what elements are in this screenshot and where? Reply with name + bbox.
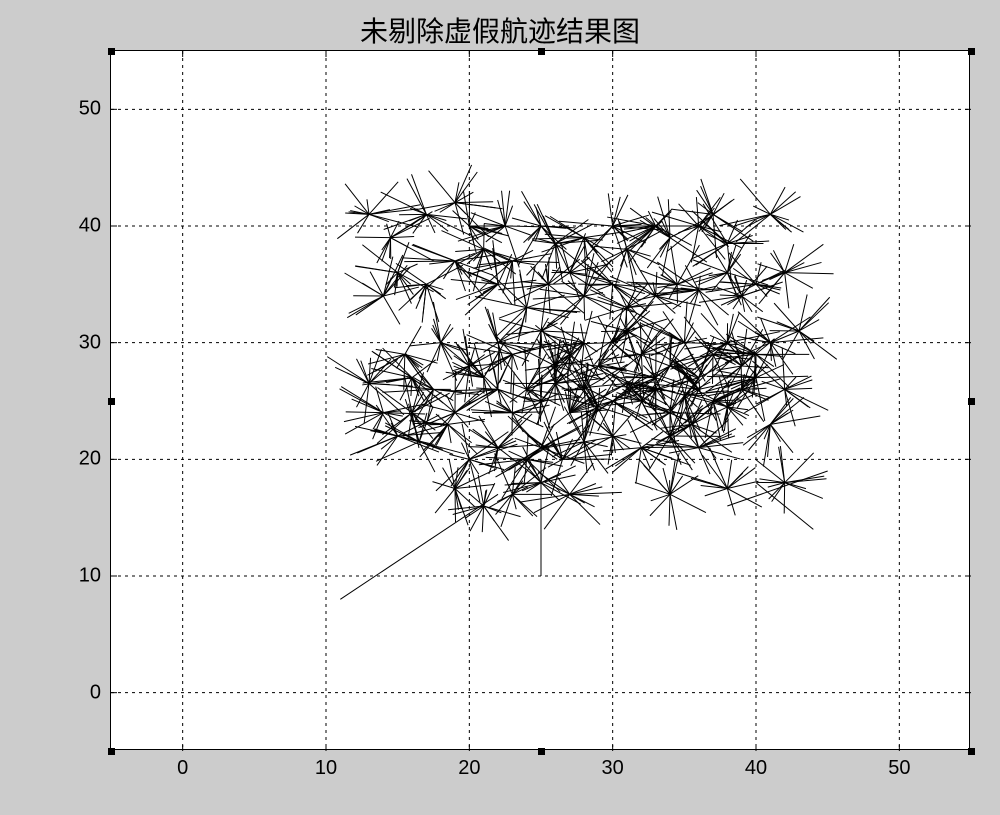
selection-handle[interactable] <box>108 748 115 755</box>
y-tick-label: 10 <box>79 565 101 588</box>
selection-handle[interactable] <box>968 748 975 755</box>
x-tick-label: 40 <box>745 757 767 780</box>
selection-handle[interactable] <box>968 48 975 55</box>
y-tick-label: 40 <box>79 215 101 238</box>
x-tick-label: 20 <box>458 757 480 780</box>
selection-handle[interactable] <box>108 48 115 55</box>
chart-title: 未剔除虚假航迹结果图 <box>0 10 1000 50</box>
x-tick-label: 10 <box>315 757 337 780</box>
selection-handle[interactable] <box>968 398 975 405</box>
y-tick-label: 30 <box>79 331 101 354</box>
x-tick-label: 0 <box>177 757 188 780</box>
x-tick-label: 50 <box>888 757 910 780</box>
y-tick-label: 50 <box>79 98 101 121</box>
selection-handle[interactable] <box>108 398 115 405</box>
plot-area: 0102030405001020304050 <box>110 50 970 750</box>
x-tick-label: 30 <box>602 757 624 780</box>
plot-svg <box>111 51 971 751</box>
selection-handle[interactable] <box>538 48 545 55</box>
figure-background: 未剔除虚假航迹结果图 0102030405001020304050 <box>0 0 1000 815</box>
selection-handle[interactable] <box>538 748 545 755</box>
y-tick-label: 0 <box>90 681 101 704</box>
y-tick-label: 20 <box>79 448 101 471</box>
